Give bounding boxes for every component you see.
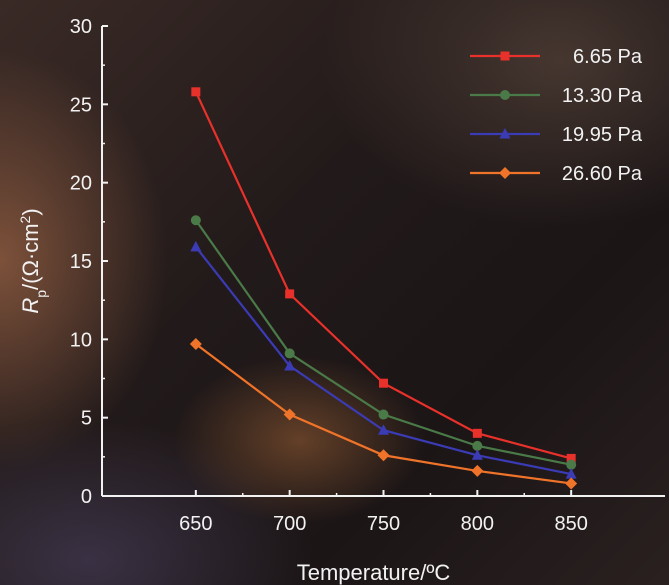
data-point	[565, 477, 578, 490]
legend-marker	[499, 167, 511, 179]
y-tick-label: 10	[70, 329, 92, 351]
series-3	[190, 240, 577, 479]
x-tick-label: 850	[554, 513, 587, 535]
y-axis-title-sup: 2	[17, 215, 33, 223]
legend-item: 13.30 Pa	[470, 85, 643, 107]
y-axis-title-sub: p	[33, 290, 49, 298]
series-1	[191, 87, 576, 463]
data-point	[565, 468, 577, 479]
data-point	[283, 408, 296, 421]
data-point	[471, 464, 484, 477]
series-line	[194, 91, 572, 460]
x-tick-label: 650	[179, 513, 212, 535]
data-point	[285, 289, 295, 299]
data-point	[378, 424, 389, 435]
data-point	[472, 440, 483, 451]
data-point	[190, 240, 202, 252]
y-tick-label: 30	[70, 16, 92, 38]
legend-label: 19.95 Pa	[562, 124, 643, 146]
y-tick-label: 15	[70, 251, 92, 273]
y-axis-title-close: )	[18, 208, 43, 215]
y-ticks: 0 5 10 15 20 25 30	[70, 16, 108, 508]
legend-label: 13.30 Pa	[562, 85, 643, 107]
legend-item: 19.95 Pa	[470, 124, 643, 146]
y-axis-title-base: R	[18, 298, 43, 314]
data-point	[472, 428, 482, 438]
legend-label: 6.65 Pa	[573, 46, 643, 68]
data-point	[190, 215, 201, 226]
legend-marker	[500, 90, 510, 100]
series-2	[190, 215, 577, 470]
data-point	[189, 338, 202, 351]
y-tick-label: 25	[70, 94, 92, 116]
y-tick-label: 5	[81, 408, 92, 430]
series-4	[189, 338, 578, 490]
x-tick-label: 700	[273, 513, 306, 535]
data-point	[379, 378, 388, 388]
legend-label: 26.60 Pa	[562, 163, 643, 185]
legend-item: 26.60 Pa	[470, 163, 643, 185]
y-axis-title-unit: /(Ω·cm	[18, 223, 43, 290]
data-point	[471, 449, 483, 460]
legend-item: 6.65 Pa	[470, 46, 643, 68]
data-point	[284, 348, 295, 359]
series-line	[194, 246, 572, 476]
data-point	[566, 459, 577, 470]
x-tick-label: 750	[367, 513, 400, 535]
series-layer	[189, 87, 578, 490]
data-point	[566, 453, 576, 463]
x-ticks: 650 700 750 800 850	[179, 490, 588, 535]
legend: 6.65 Pa 13.30 Pa 19.95 Pa 26.60 Pa	[470, 46, 643, 185]
legend-marker	[500, 51, 510, 61]
y-tick-label: 0	[81, 486, 92, 508]
y-axis-title: Rp/(Ω·cm2)	[17, 208, 49, 313]
data-point	[378, 409, 389, 420]
y-tick-label: 20	[70, 173, 92, 195]
x-tick-label: 800	[461, 513, 494, 535]
data-point	[191, 87, 201, 97]
data-point	[377, 449, 390, 462]
legend-marker	[499, 128, 511, 139]
x-axis-title: Temperature/ºC	[297, 560, 451, 585]
data-point	[284, 359, 296, 371]
